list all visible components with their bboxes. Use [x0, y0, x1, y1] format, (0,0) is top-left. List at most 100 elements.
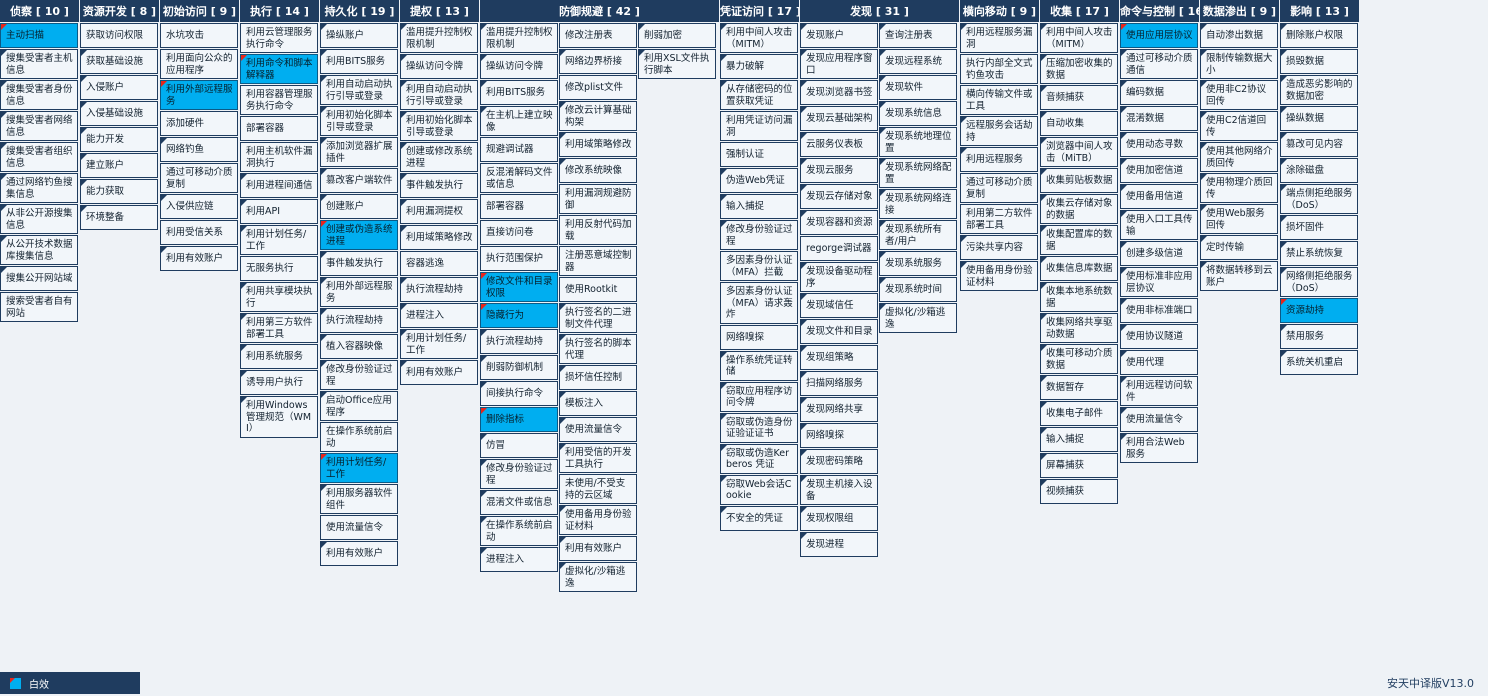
technique-cell[interactable]: 自动收集	[1040, 111, 1118, 136]
technique-cell[interactable]: 强制认证	[720, 142, 798, 167]
technique-cell[interactable]: 发现云服务	[800, 158, 878, 183]
technique-cell[interactable]: 利用有效账户	[320, 541, 398, 566]
technique-cell[interactable]: 发现系统网络配置	[879, 158, 957, 188]
technique-cell[interactable]: 操纵访问令牌	[480, 54, 558, 79]
technique-cell[interactable]: 端点侧拒绝服务（DoS）	[1280, 184, 1358, 214]
technique-cell[interactable]: 发现权限组	[800, 506, 878, 531]
technique-cell[interactable]: 使用备用身份验证材料	[559, 505, 637, 535]
tactic-discovery-header[interactable]: 发现 [ 31 ]	[800, 0, 960, 23]
technique-cell[interactable]: 利用自动启动执行引导或登录	[400, 80, 478, 110]
technique-cell[interactable]: 损坏信任控制	[559, 365, 637, 390]
technique-cell[interactable]: 执行内部全文式钓鱼攻击	[960, 54, 1038, 84]
technique-cell[interactable]: 滥用提升控制权限机制	[480, 23, 558, 53]
technique-cell[interactable]: 修改plist文件	[559, 75, 637, 100]
tactic-execution-header[interactable]: 执行 [ 14 ]	[240, 0, 320, 23]
technique-cell[interactable]: 虚拟化/沙箱逃逸	[559, 562, 637, 592]
technique-cell[interactable]: 输入捕捉	[1040, 427, 1118, 452]
tactic-command-and-control-header[interactable]: 命令与控制 [ 16 ]	[1120, 0, 1200, 23]
technique-cell[interactable]: 发现进程	[800, 532, 878, 557]
technique-cell[interactable]: 能力开发	[80, 127, 158, 152]
technique-cell[interactable]: 削弱防御机制	[480, 355, 558, 380]
technique-cell[interactable]: 发现主机接入设备	[800, 475, 878, 505]
technique-cell[interactable]: 使用其他网络介质回传	[1200, 142, 1278, 172]
technique-cell[interactable]: 伪造Web凭证	[720, 168, 798, 193]
technique-cell[interactable]: 利用第三方软件部署工具	[240, 313, 318, 343]
technique-cell[interactable]: 利用BITS服务	[480, 80, 558, 105]
technique-cell[interactable]: 滥用提升控制权限机制	[400, 23, 478, 53]
matrix-scroll-area[interactable]: 侦察 [ 10 ] 主动扫描 搜集受害者主机信息 搜集受害者身份信息 搜集受害者网络信息…	[0, 0, 1488, 670]
technique-cell[interactable]: 利用主机软件漏洞执行	[240, 142, 318, 172]
technique-cell[interactable]: 进程注入	[480, 547, 558, 572]
technique-cell[interactable]: 使用加密信道	[1120, 158, 1198, 183]
technique-cell[interactable]: 发现网络共享	[800, 397, 878, 422]
technique-cell[interactable]: 在主机上建立映像	[480, 106, 558, 136]
technique-cell[interactable]: 收集网络共享驱动数据	[1040, 313, 1118, 343]
technique-cell[interactable]: 修改系统映像	[559, 158, 637, 183]
technique-cell[interactable]: 注册恶意域控制器	[559, 246, 637, 276]
technique-cell[interactable]: 云服务仪表板	[800, 132, 878, 157]
technique-cell[interactable]: 发现应用程序窗口	[800, 49, 878, 79]
tactic-impact-header[interactable]: 影响 [ 13 ]	[1280, 0, 1360, 23]
technique-cell[interactable]: 添加浏览器扩展插件	[320, 137, 398, 167]
technique-cell[interactable]: 混淆数据	[1120, 106, 1198, 131]
technique-cell[interactable]: 屏幕捕获	[1040, 453, 1118, 478]
technique-cell[interactable]: 利用中间人攻击（MITM）	[1040, 23, 1118, 53]
technique-cell[interactable]: 无服务执行	[240, 256, 318, 281]
technique-cell[interactable]: 通过可移动介质通信	[1120, 49, 1198, 79]
technique-cell[interactable]: 创建或修改系统进程	[400, 142, 478, 172]
technique-cell[interactable]: 输入捕捉	[720, 194, 798, 219]
technique-cell[interactable]: 利用计划任务/工作	[240, 225, 318, 255]
technique-cell[interactable]: 建立账户	[80, 153, 158, 178]
technique-cell[interactable]: 删除指标	[480, 407, 558, 432]
technique-cell[interactable]: 修改身份验证过程	[720, 220, 798, 250]
technique-cell[interactable]: 诱导用户执行	[240, 370, 318, 395]
tactic-reconnaissance-header[interactable]: 侦察 [ 10 ]	[0, 0, 80, 23]
technique-cell[interactable]: 搜集受害者主机信息	[0, 49, 78, 79]
technique-cell[interactable]: 造成恶劣影响的数据加密	[1280, 75, 1358, 105]
technique-cell[interactable]: 网络边界桥接	[559, 49, 637, 74]
technique-cell[interactable]: 发现软件	[879, 75, 957, 100]
technique-cell[interactable]: 利用有效账户	[559, 536, 637, 561]
technique-cell[interactable]: 通过可移动介质复制	[160, 163, 238, 193]
technique-cell[interactable]: 直接访问卷	[480, 220, 558, 245]
technique-cell[interactable]: 虚拟化/沙箱逃逸	[879, 303, 957, 333]
technique-cell[interactable]: 多因素身份认证（MFA）拦截	[720, 251, 798, 281]
technique-cell[interactable]: 利用第二方软件部署工具	[960, 204, 1038, 234]
technique-cell[interactable]: 系统关机重启	[1280, 350, 1358, 375]
technique-cell[interactable]: 收集可移动介质数据	[1040, 344, 1118, 374]
technique-cell[interactable]: 执行流程劫持	[320, 308, 398, 333]
technique-cell[interactable]: 执行签名的二进制文件代理	[559, 303, 637, 333]
technique-cell[interactable]: 使用代理	[1120, 350, 1198, 375]
technique-cell[interactable]: 从公开技术数据库搜集信息	[0, 235, 78, 265]
technique-cell[interactable]: 不安全的凭证	[720, 505, 798, 531]
technique-cell[interactable]: 利用API	[240, 199, 318, 224]
technique-cell[interactable]: 操纵访问令牌	[400, 54, 478, 79]
technique-cell[interactable]: 压缩加密收集的数据	[1040, 54, 1118, 84]
technique-cell[interactable]: 数据暂存	[1040, 375, 1118, 400]
technique-cell[interactable]: 修改文件和目录权限	[480, 272, 558, 302]
technique-cell[interactable]: 篡改客户端软件	[320, 168, 398, 193]
technique-cell[interactable]: 使用物理介质回传	[1200, 173, 1278, 203]
technique-cell[interactable]: 获取基础设施	[80, 49, 158, 74]
technique-cell[interactable]: 利用外部远程服务	[160, 80, 238, 110]
technique-cell[interactable]: 暴力破解	[720, 54, 798, 79]
technique-cell[interactable]: 利用XSL文件执行脚本	[638, 49, 716, 79]
technique-cell[interactable]: 发现密码策略	[800, 449, 878, 474]
technique-cell[interactable]: 操作系统凭证转储	[720, 350, 798, 381]
technique-cell[interactable]: 利用域策略修改	[559, 132, 637, 157]
technique-cell[interactable]: 发现系统信息	[879, 101, 957, 126]
technique-cell[interactable]: 使用流量信令	[559, 417, 637, 442]
technique-cell[interactable]: 发现设备驱动程序	[800, 262, 878, 292]
technique-cell[interactable]: 模板注入	[559, 391, 637, 416]
technique-cell[interactable]: 利用计划任务/工作	[400, 329, 478, 359]
technique-cell[interactable]: 利用中间人攻击（MITM）	[720, 23, 798, 53]
technique-cell[interactable]: 部署容器	[480, 194, 558, 219]
technique-cell[interactable]: 利用容器管理服务执行命令	[240, 85, 318, 115]
technique-cell[interactable]: 利用Windows管理规范（WMI）	[240, 396, 318, 438]
technique-cell[interactable]: 扫描网络服务	[800, 371, 878, 396]
technique-cell[interactable]: 创建或伪造系统进程	[320, 220, 398, 250]
technique-cell[interactable]: 通过网络钓鱼搜集信息	[0, 173, 78, 203]
technique-cell[interactable]: 发现云存储对象	[800, 184, 878, 209]
technique-cell[interactable]: 使用Web服务回传	[1200, 204, 1278, 234]
technique-cell[interactable]: 利用系统服务	[240, 344, 318, 369]
